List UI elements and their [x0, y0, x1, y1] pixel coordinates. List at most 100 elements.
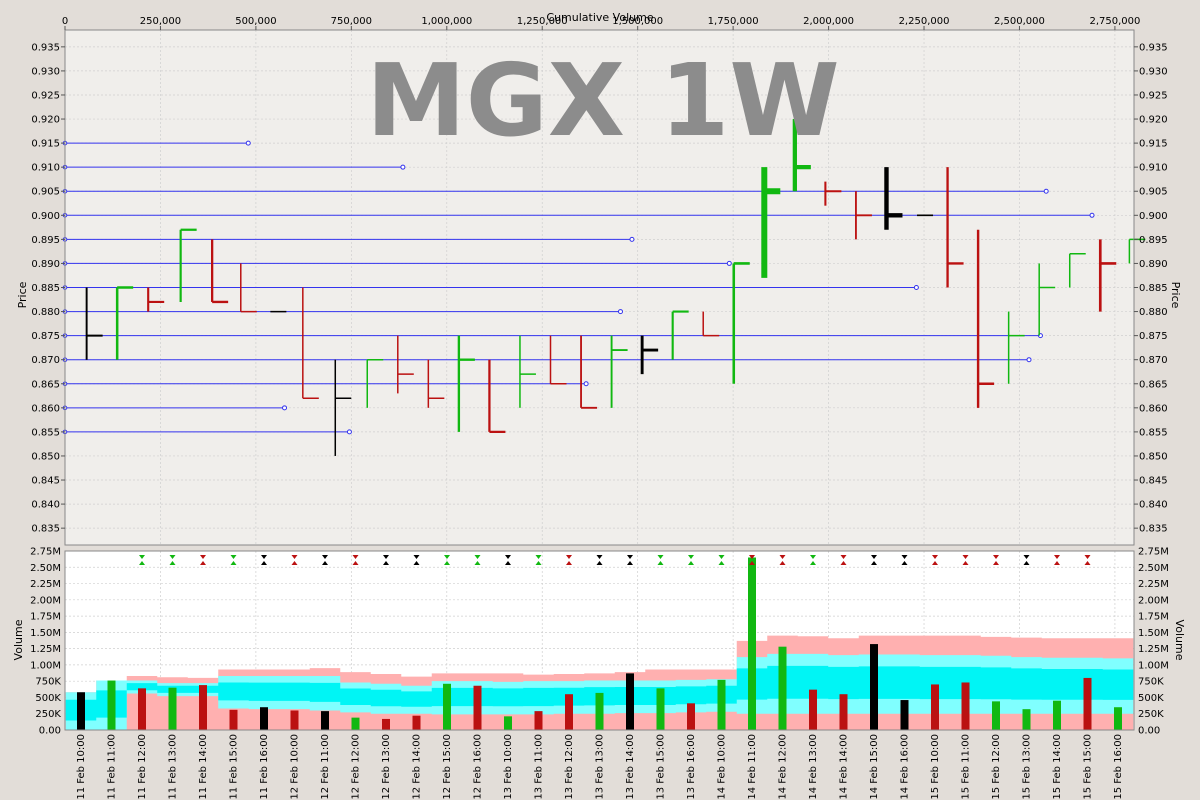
signal-marker-bottom [535, 561, 542, 565]
signal-marker-bottom [383, 561, 389, 565]
category-label: 11 Feb 14:00 [198, 734, 209, 800]
signal-marker-top [535, 555, 542, 559]
price-tick-label-left: 0.840 [31, 500, 60, 511]
volume-tick-label-left: 2.50M [30, 563, 61, 574]
price-tick-label-left: 0.915 [31, 139, 60, 150]
signal-marker-bottom [901, 561, 908, 565]
price-tick-label-left: 0.835 [31, 524, 60, 535]
volume-tick-label-right: 0.00 [1138, 726, 1160, 737]
signal-marker-bottom [566, 561, 572, 565]
signal-marker-top [688, 555, 694, 559]
price-axis-label-right: Price [1169, 282, 1182, 309]
top-axis-tick-label: 1,250,000 [517, 16, 568, 27]
price-tick-label-right: 0.840 [1139, 500, 1168, 511]
category-label: 12 Feb 16:00 [473, 734, 484, 800]
volume-tick-label-left: 750K [35, 677, 61, 688]
category-label: 15 Feb 13:00 [1022, 734, 1033, 800]
price-tick-label-right: 0.835 [1139, 524, 1168, 535]
volume-tick-label-right: 250K [1138, 709, 1164, 720]
price-tick-label-left: 0.850 [31, 451, 60, 462]
price-tick-label-right: 0.875 [1139, 331, 1168, 342]
volume-bar [1083, 677, 1092, 730]
price-tick-label-left: 0.895 [31, 235, 60, 246]
price-tick-label-left: 0.905 [31, 187, 60, 198]
volume-bar [778, 646, 787, 730]
volume-bar [412, 715, 421, 730]
price-tick-label-right: 0.850 [1139, 451, 1168, 462]
volume-bar [382, 718, 390, 730]
volume-bar [1114, 707, 1122, 730]
price-level-end-dot [245, 140, 251, 146]
volume-bar [595, 692, 604, 730]
price-level-end-dot [617, 309, 623, 315]
category-label: 14 Feb 16:00 [900, 734, 911, 800]
volume-bar [717, 679, 726, 730]
signal-marker-top [322, 555, 328, 559]
signal-marker-top [383, 555, 389, 559]
volume-tick-label-left: 1.00M [30, 660, 61, 671]
volume-bar [626, 673, 634, 730]
price-tick-label-left: 0.855 [31, 427, 60, 438]
price-level-end-dot [1026, 357, 1032, 363]
price-tick-label-right: 0.860 [1139, 403, 1168, 414]
signal-marker-bottom [444, 561, 450, 565]
volume-tick-label-right: 500K [1138, 693, 1164, 704]
signal-marker-top [657, 555, 664, 559]
volume-tick-label-right: 2.75M [1138, 547, 1169, 558]
price-level-end-dot [282, 405, 288, 411]
signal-marker-bottom [474, 561, 481, 565]
category-label: 15 Feb 12:00 [991, 734, 1002, 800]
signal-marker-top [962, 555, 969, 559]
price-tick-label-right: 0.915 [1139, 139, 1168, 150]
category-label: 15 Feb 14:00 [1052, 734, 1063, 800]
volume-bar [138, 688, 146, 730]
price-tick-label-right: 0.920 [1139, 115, 1168, 126]
signal-marker-top [932, 555, 938, 559]
volume-bar [77, 692, 85, 730]
volume-bar [992, 701, 1000, 730]
signal-marker-top [810, 555, 816, 559]
volume-bar [443, 683, 451, 730]
price-tick-label-left: 0.885 [31, 283, 60, 294]
category-label: 13 Feb 10:00 [503, 734, 514, 800]
volume-bar [931, 684, 939, 730]
signal-marker-top [749, 555, 755, 559]
price-tick-label-right: 0.845 [1139, 476, 1168, 487]
price-tick-label-right: 0.895 [1139, 235, 1168, 246]
volume-tick-label-left: 1.75M [30, 612, 61, 623]
signal-marker-bottom [871, 561, 877, 565]
volume-bar [870, 644, 878, 730]
signal-marker-bottom [1084, 561, 1091, 565]
category-label: 13 Feb 13:00 [595, 734, 606, 800]
volume-tick-label-left: 2.00M [30, 595, 61, 606]
price-tick-label-right: 0.870 [1139, 355, 1168, 366]
top-axis-tick-label: 1,500,000 [612, 16, 663, 27]
price-tick-label-right: 0.900 [1139, 211, 1168, 222]
price-axis-label-left: Price [16, 281, 29, 308]
price-level-end-dot [346, 429, 352, 435]
signal-marker-top [871, 555, 877, 559]
price-level-end-dot [629, 236, 635, 242]
price-tick-label-left: 0.870 [31, 355, 60, 366]
volume-bar [748, 557, 756, 730]
volume-bar [168, 687, 177, 730]
volume-bar [961, 682, 970, 730]
volume-bar [290, 710, 299, 730]
signal-marker-top [444, 555, 450, 559]
signal-marker-bottom [291, 561, 298, 565]
volume-bar [687, 703, 695, 730]
volume-bar [321, 711, 329, 730]
price-tick-label-right: 0.910 [1139, 163, 1168, 174]
signal-marker-top [627, 555, 633, 559]
signal-marker-bottom [230, 561, 237, 565]
volume-bar [504, 716, 512, 730]
price-tick-label-left: 0.910 [31, 163, 60, 174]
category-label: 13 Feb 15:00 [656, 734, 667, 800]
category-label: 14 Feb 15:00 [869, 734, 880, 800]
signal-marker-bottom [993, 561, 999, 565]
category-label: 11 Feb 16:00 [259, 734, 270, 800]
price-tick-label-right: 0.935 [1139, 42, 1168, 53]
price-tick-label-right: 0.880 [1139, 307, 1168, 318]
signal-marker-bottom [657, 561, 664, 565]
